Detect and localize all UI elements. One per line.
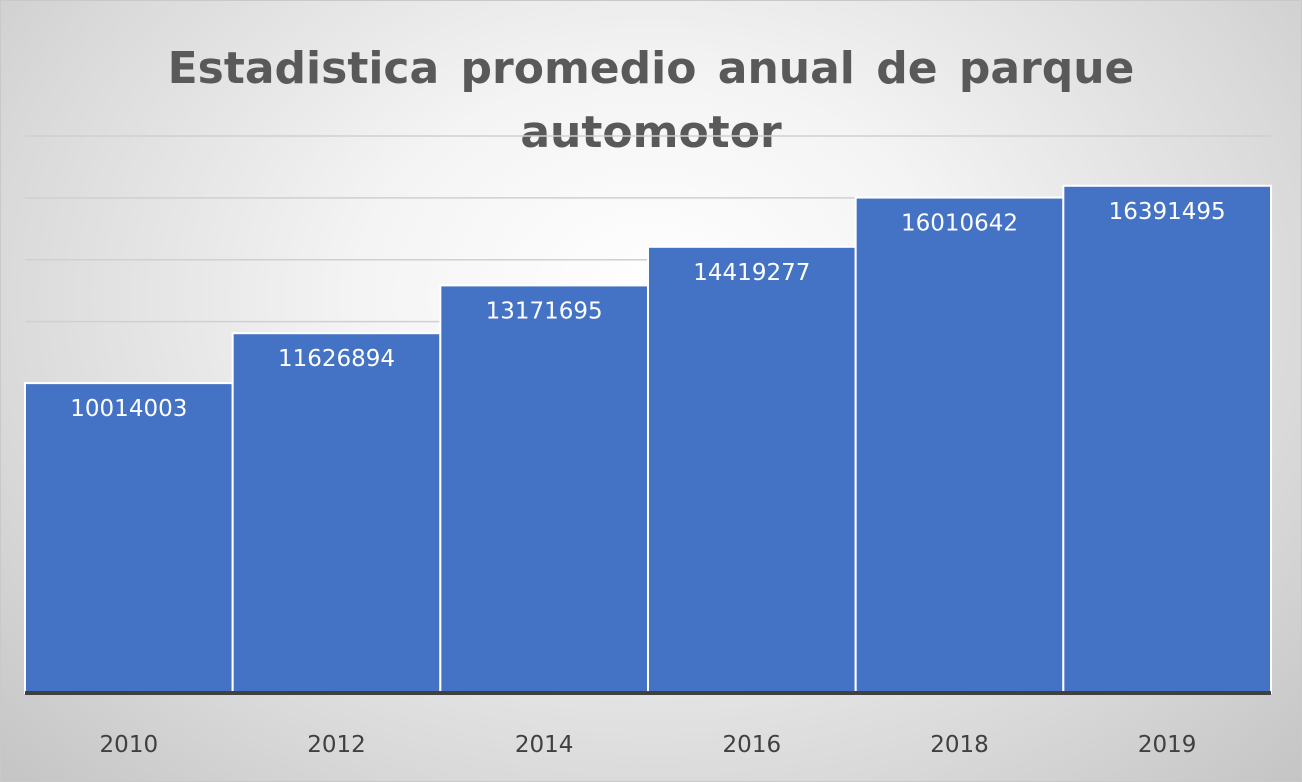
bar-2019: [1062, 184, 1273, 694]
data-label-2012: 11626894: [278, 346, 395, 372]
x-tick-2012: 2012: [307, 732, 366, 758]
data-labels: 10014003 11626894 13171695 14419277 16010642…: [70, 199, 1225, 422]
data-label-2016: 14419277: [693, 260, 810, 286]
bar-2014: [439, 284, 650, 694]
bars: [24, 184, 1273, 695]
data-label-2018: 16010642: [901, 211, 1018, 237]
x-tick-2018: 2018: [930, 732, 989, 758]
bar-2012: [231, 332, 442, 694]
bar-2016: [647, 245, 857, 694]
chart-title: Estadistica promedio anual de parque aut…: [167, 43, 1135, 158]
bar-2010: [24, 382, 234, 694]
x-tick-2010: 2010: [100, 732, 159, 758]
x-tick-2016: 2016: [723, 732, 782, 758]
bar-2018: [854, 196, 1065, 695]
data-label-2010: 10014003: [70, 396, 187, 422]
data-label-2014: 13171695: [486, 298, 603, 324]
x-tick-labels: 2010 2012 2014 2016 2018 2019: [100, 732, 1197, 758]
data-label-2019: 16391495: [1109, 199, 1226, 225]
x-tick-2014: 2014: [515, 732, 574, 758]
x-tick-2019: 2019: [1138, 732, 1197, 758]
